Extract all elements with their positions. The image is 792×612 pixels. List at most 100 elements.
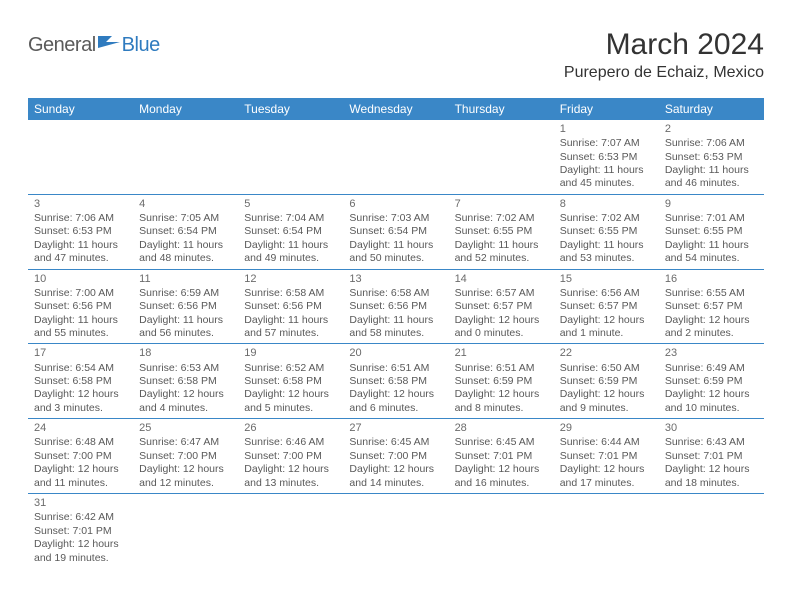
sunrise-line: Sunrise: 6:56 AM xyxy=(560,287,653,300)
sunrise-line: Sunrise: 7:02 AM xyxy=(455,212,548,225)
daylight-line: Daylight: 12 hours and 1 minute. xyxy=(560,314,653,341)
day-number: 25 xyxy=(139,421,232,435)
week-row: 31Sunrise: 6:42 AMSunset: 7:01 PMDayligh… xyxy=(28,494,764,568)
calendar-grid: SundayMondayTuesdayWednesdayThursdayFrid… xyxy=(28,98,764,568)
week-row: 17Sunrise: 6:54 AMSunset: 6:58 PMDayligh… xyxy=(28,344,764,419)
page-title: March 2024 xyxy=(564,28,764,62)
day-cell: 2Sunrise: 7:06 AMSunset: 6:53 PMDaylight… xyxy=(659,120,764,194)
empty-cell xyxy=(133,120,238,194)
day-number: 19 xyxy=(244,346,337,360)
sunset-line: Sunset: 6:55 PM xyxy=(455,225,548,238)
day-cell: 20 Sunrise: 6:51 AMSunset: 6:58 PMDayligh… xyxy=(343,344,448,418)
day-cell: 24Sunrise: 6:48 AMSunset: 7:00 PMDayligh… xyxy=(28,419,133,493)
week-row: 24Sunrise: 6:48 AMSunset: 7:00 PMDayligh… xyxy=(28,419,764,494)
sunrise-line: Sunrise: 6:46 AM xyxy=(244,436,337,449)
weekday-header-row: SundayMondayTuesdayWednesdayThursdayFrid… xyxy=(28,98,764,120)
day-cell: 6Sunrise: 7:03 AMSunset: 6:54 PMDaylight… xyxy=(343,195,448,269)
sunset-line: Sunset: 7:01 PM xyxy=(455,450,548,463)
day-number: 29 xyxy=(560,421,653,435)
day-number: 3 xyxy=(34,197,127,211)
sunrise-line: Sunrise: 6:53 AM xyxy=(139,362,232,375)
daylight-line: Daylight: 12 hours and 4 minutes. xyxy=(139,388,232,415)
daylight-line: Daylight: 11 hours and 54 minutes. xyxy=(665,239,758,266)
day-number: 28 xyxy=(455,421,548,435)
day-number: 10 xyxy=(34,272,127,286)
empty-cell xyxy=(238,120,343,194)
sunrise-line: Sunrise: 6:43 AM xyxy=(665,436,758,449)
day-number: 4 xyxy=(139,197,232,211)
day-cell: 1Sunrise: 7:07 AMSunset: 6:53 PMDaylight… xyxy=(554,120,659,194)
sunset-line: Sunset: 6:55 PM xyxy=(560,225,653,238)
daylight-line: Daylight: 12 hours and 12 minutes. xyxy=(139,463,232,490)
day-cell: 29Sunrise: 6:44 AMSunset: 7:01 PMDayligh… xyxy=(554,419,659,493)
sunrise-line: Sunrise: 6:48 AM xyxy=(34,436,127,449)
sunrise-line: Sunrise: 6:42 AM xyxy=(34,511,127,524)
daylight-line: Daylight: 12 hours and 9 minutes. xyxy=(560,388,653,415)
day-number: 12 xyxy=(244,272,337,286)
sunset-line: Sunset: 6:56 PM xyxy=(349,300,442,313)
weekday-header: Monday xyxy=(133,98,238,120)
weeks-container: 1Sunrise: 7:07 AM Sunset: 6:53 PM Daylight… xyxy=(28,120,764,568)
day-cell: 31Sunrise: 6:42 AMSunset: 7:01 PMDayligh… xyxy=(28,494,133,568)
sunset-line: Sunset: 7:00 PM xyxy=(139,450,232,463)
sunrise-line: Sunrise: 6:55 AM xyxy=(665,287,758,300)
daylight-line: Daylight: 12 hours and 16 minutes. xyxy=(455,463,548,490)
sunset-line: Sunset: 7:01 PM xyxy=(34,525,127,538)
daylight-line: Daylight: 12 hours and 6 minutes. xyxy=(349,388,442,415)
daylight-line: Daylight: 12 hours and 2 minutes. xyxy=(665,314,758,341)
sunset-line: Sunset: 7:01 PM xyxy=(665,450,758,463)
daylight-line: Daylight: 11 hours and 49 minutes. xyxy=(244,239,337,266)
sunset-line: Sunset: 6:58 PM xyxy=(34,375,127,388)
sunrise-line: Sunrise: 6:52 AM xyxy=(244,362,337,375)
sunset-line: Sunset: 7:00 PM xyxy=(34,450,127,463)
day-number: 1 xyxy=(560,122,653,136)
day-cell: 16Sunrise: 6:55 AMSunset: 6:57 PMDayligh… xyxy=(659,270,764,344)
sunrise-line: Sunrise: 6:45 AM xyxy=(349,436,442,449)
logo-text-general: General xyxy=(28,34,96,57)
sunrise-line: Sunrise: 6:50 AM xyxy=(560,362,653,375)
sunrise-line: Sunrise: 6:45 AM xyxy=(455,436,548,449)
day-number: 20 xyxy=(349,346,442,360)
sunset-line: Sunset: 7:01 PM xyxy=(560,450,653,463)
daylight-line: Daylight: 12 hours and 17 minutes. xyxy=(560,463,653,490)
sunrise-line: Sunrise: 7:02 AM xyxy=(560,212,653,225)
day-number: 17 xyxy=(34,346,127,360)
day-number: 13 xyxy=(349,272,442,286)
daylight-line: Daylight: 11 hours and 47 minutes. xyxy=(34,239,127,266)
header-row: General Blue March 2024 Purepero de Echa… xyxy=(28,28,764,82)
calendar-page: General Blue March 2024 Purepero de Echa… xyxy=(0,0,792,568)
daylight-line: Daylight: 12 hours and 5 minutes. xyxy=(244,388,337,415)
sunset-line: Sunset: 6:57 PM xyxy=(455,300,548,313)
day-cell: 5Sunrise: 7:04 AMSunset: 6:54 PMDaylight… xyxy=(238,195,343,269)
sunset-line: Sunset: 6:59 PM xyxy=(560,375,653,388)
weekday-header: Tuesday xyxy=(238,98,343,120)
daylight-line: Daylight: 11 hours and 56 minutes. xyxy=(139,314,232,341)
sunrise-line: Sunrise: 6:49 AM xyxy=(665,362,758,375)
sunrise-line: Sunrise: 7:04 AM xyxy=(244,212,337,225)
sunset-line: Sunset: 6:56 PM xyxy=(34,300,127,313)
logo-text-blue: Blue xyxy=(122,34,160,57)
day-number: 9 xyxy=(665,197,758,211)
day-cell: 11Sunrise: 6:59 AMSunset: 6:56 PMDayligh… xyxy=(133,270,238,344)
daylight-line: Daylight: 12 hours and 18 minutes. xyxy=(665,463,758,490)
day-number: 8 xyxy=(560,197,653,211)
sunset-line: Sunset: 6:53 PM xyxy=(665,151,758,164)
empty-cell xyxy=(659,494,764,568)
title-block: March 2024 Purepero de Echaiz, Mexico xyxy=(564,28,764,82)
day-number: 26 xyxy=(244,421,337,435)
sunrise-line: Sunrise: 7:07 AM xyxy=(560,137,653,150)
day-number: 27 xyxy=(349,421,442,435)
day-cell: 7Sunrise: 7:02 AMSunset: 6:55 PMDaylight… xyxy=(449,195,554,269)
sunrise-line: Sunrise: 6:51 AM xyxy=(349,362,442,375)
sunrise-line: Sunrise: 6:58 AM xyxy=(349,287,442,300)
day-cell: 27Sunrise: 6:45 AMSunset: 7:00 PMDayligh… xyxy=(343,419,448,493)
sunset-line: Sunset: 6:58 PM xyxy=(349,375,442,388)
week-row: 1Sunrise: 7:07 AMSunset: 6:53 PMDaylight… xyxy=(28,120,764,195)
day-cell: 22Sunrise: 6:50 AMSunset: 6:59 PMDayligh… xyxy=(554,344,659,418)
flag-icon xyxy=(98,34,120,53)
day-cell: 3Sunrise: 7:06 AMSunset: 6:53 PMDaylight… xyxy=(28,195,133,269)
sunrise-line: Sunrise: 7:06 AM xyxy=(665,137,758,150)
daylight-line: Daylight: 11 hours and 58 minutes. xyxy=(349,314,442,341)
day-cell: 25Sunrise: 6:47 AMSunset: 7:00 PMDayligh… xyxy=(133,419,238,493)
day-cell: 18Sunrise: 6:53 AMSunset: 6:58 PMDayligh… xyxy=(133,344,238,418)
